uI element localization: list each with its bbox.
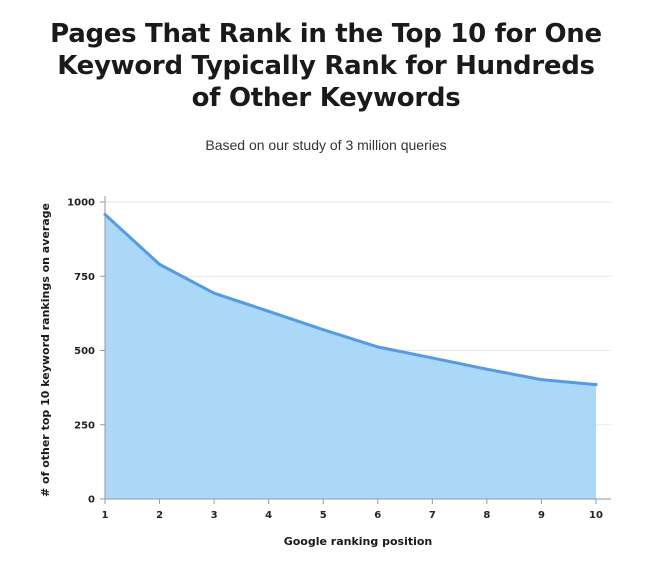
x-tick-label: 8 <box>483 510 490 521</box>
data-point <box>158 262 162 266</box>
data-point <box>267 309 271 313</box>
data-point <box>485 367 489 371</box>
x-tick-labels: 1 2 3 4 5 6 7 8 9 10 <box>102 510 603 521</box>
y-tick-labels: 0 250 500 750 1000 <box>67 198 95 506</box>
chart-title-line-3: of Other Keywords <box>191 83 461 113</box>
x-tick-label: 4 <box>265 510 272 521</box>
x-tick-label: 2 <box>156 510 163 521</box>
y-tick-label: 500 <box>74 346 95 357</box>
y-axis-title: # of other top 10 keyword rankings on av… <box>39 203 52 497</box>
x-tick-label: 1 <box>102 510 109 521</box>
y-tick-label: 750 <box>74 272 95 283</box>
data-point <box>594 383 598 387</box>
x-axis-title: Google ranking position <box>284 535 433 548</box>
y-tick-label: 1000 <box>67 198 95 209</box>
data-point <box>430 356 434 360</box>
x-tick-label: 7 <box>429 510 436 521</box>
y-tick-label: 250 <box>74 420 95 431</box>
chart-title-line-1: Pages That Rank in the Top 10 for One <box>50 19 602 49</box>
data-point <box>376 345 380 349</box>
area-fill <box>105 214 596 499</box>
chart-title-line-2: Keyword Typically Rank for Hundreds <box>57 51 595 81</box>
axes <box>100 196 611 504</box>
data-point <box>321 328 325 332</box>
data-point <box>212 291 216 295</box>
chart-subtitle: Based on our study of 3 million queries <box>205 137 447 153</box>
series-line <box>103 212 598 387</box>
area-fill-group <box>105 214 596 499</box>
data-point <box>539 378 543 382</box>
chart-title: Pages That Rank in the Top 10 for One Ke… <box>0 18 652 114</box>
x-tick-label: 9 <box>538 510 545 521</box>
x-tick-label: 10 <box>589 510 603 521</box>
x-tick-label: 6 <box>374 510 381 521</box>
y-tick-label: 0 <box>88 495 95 506</box>
line-group <box>103 212 598 387</box>
x-tick-label: 5 <box>320 510 327 521</box>
x-tick-label: 3 <box>211 510 218 521</box>
